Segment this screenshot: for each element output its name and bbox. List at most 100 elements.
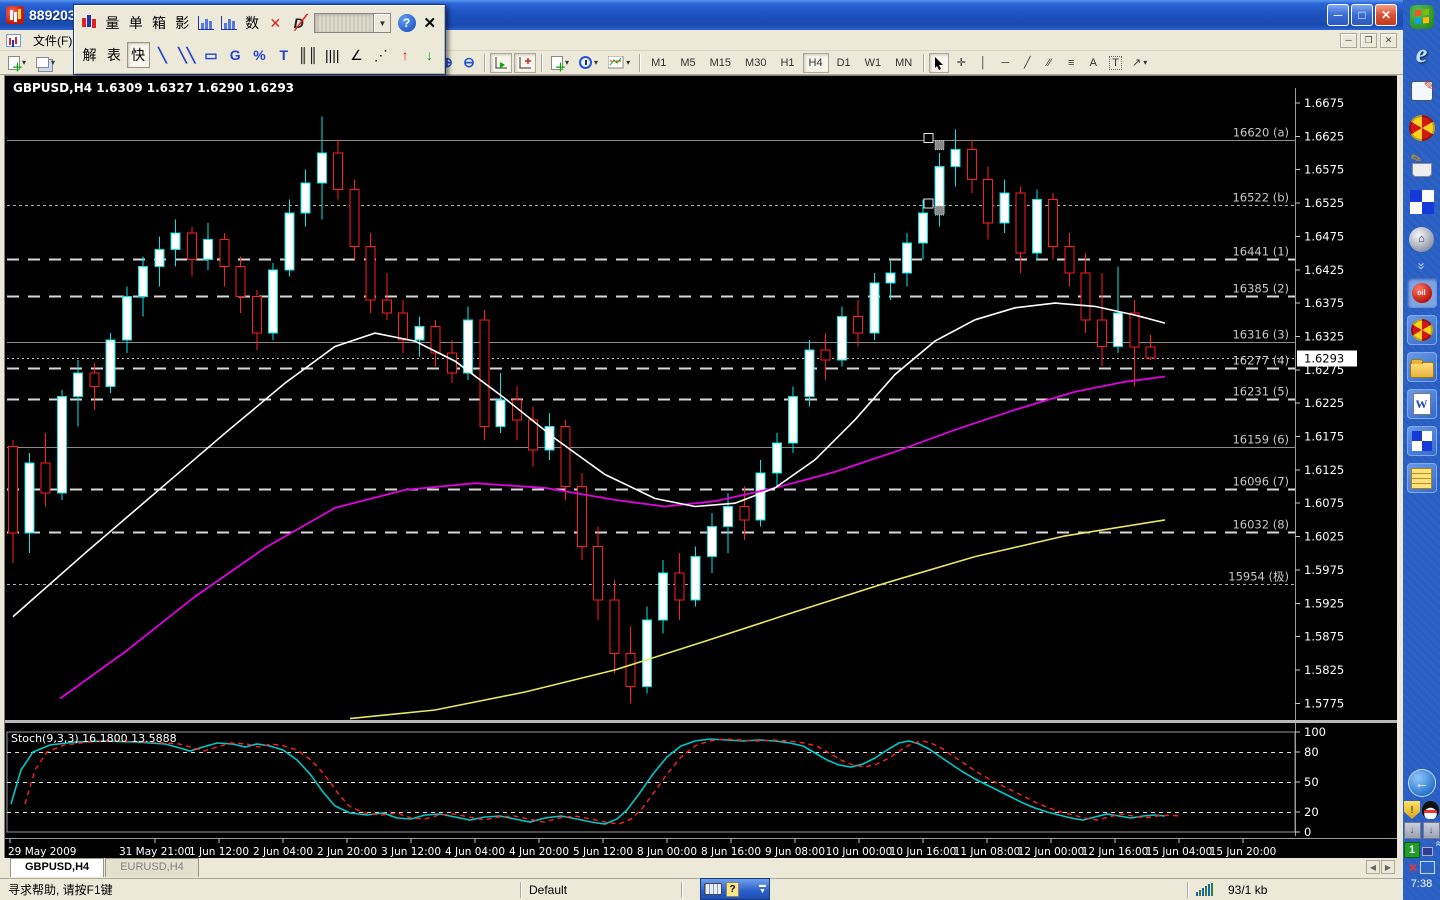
tf-w1-button[interactable]: W1 (864, 56, 882, 69)
window-tray-icon[interactable] (1420, 861, 1436, 874)
shadow-button[interactable]: 影 (175, 15, 190, 31)
angle-line-button[interactable]: ∠ (350, 46, 363, 63)
gann-lines-button[interactable]: G (229, 47, 241, 63)
label-tool-button[interactable]: T (1105, 53, 1126, 73)
maximize-button[interactable]: □ (1351, 4, 1373, 26)
mdi-restore-button[interactable]: ❐ (1360, 32, 1377, 48)
chart-canvas[interactable]: 16620 (a) 16522 (b) 16441 (1) 16385 (2) 1631… (5, 76, 1398, 859)
langbar-options-icon[interactable]: ▼ (759, 888, 766, 895)
tf-mn-button[interactable]: MN (895, 56, 913, 69)
templates-button[interactable]: ▾ (604, 53, 634, 73)
trendline-draw-button[interactable]: ╲ (158, 46, 167, 63)
pinwheel-app2-icon[interactable] (1406, 315, 1437, 345)
vertical-grid2-button[interactable]: |||| (325, 47, 340, 63)
delete-indicator-button[interactable]: D (288, 10, 310, 36)
alerts-clock-button[interactable]: ▾ (575, 53, 602, 73)
vertical-grid-button[interactable]: ║║ (298, 47, 318, 63)
new-chart-button[interactable]: ＋ ▾ (4, 53, 30, 73)
download2-icon[interactable]: ↓ (1422, 822, 1440, 839)
text-tool-button[interactable]: A (1089, 56, 1097, 69)
pinwheel-app-icon[interactable] (1407, 113, 1437, 143)
tf-d1-button[interactable]: D1 (836, 56, 851, 69)
level-lines[interactable]: 16620 (a) 16522 (b) 16441 (1) 16385 (2) 1631… (7, 126, 1295, 585)
tf-h4-button[interactable]: H4 (802, 52, 829, 73)
close-button[interactable]: ✕ (1375, 4, 1397, 26)
delete-lines-button[interactable]: ✕ (269, 14, 282, 31)
quick-button[interactable]: 快 (126, 42, 150, 68)
box-button[interactable]: 箱 (151, 15, 166, 31)
tf-h1-button[interactable]: H1 (780, 56, 795, 69)
symbol-combobox[interactable]: ▼ (313, 13, 392, 33)
more-icons-chevron-icon[interactable]: » (1414, 262, 1430, 270)
numbers-button[interactable]: 数 (245, 15, 260, 31)
input-method-icon[interactable]: 1 (1404, 842, 1420, 858)
fan-lines-button[interactable]: ⋰ (373, 46, 388, 63)
price-axis[interactable]: 1.6675 1.6625 1.6575 1.6525 1.6475 1.6425 1.63… (1295, 88, 1357, 836)
menu-file[interactable]: 文件(F) (33, 33, 73, 48)
histogram2-button[interactable] (218, 10, 240, 36)
profiles-button[interactable]: ▾ (32, 53, 59, 73)
candles[interactable] (8, 116, 1156, 704)
tab-gbpusd-h4[interactable]: GBPUSD,H4 (10, 858, 105, 877)
langbar-minimize-icon[interactable]: ▬ (759, 882, 766, 889)
combobox-dropdown-icon[interactable]: ▼ (373, 14, 391, 32)
language-help-icon[interactable]: ? (726, 881, 739, 897)
back-arrow-icon[interactable]: ← (1407, 768, 1437, 798)
messenger-app-icon[interactable] (1407, 76, 1437, 106)
percent-lines-button[interactable]: % (253, 47, 266, 63)
checker-app-icon[interactable] (1407, 187, 1437, 217)
tf-m5-button[interactable]: M5 (680, 56, 696, 69)
chart-shift-button[interactable] (514, 52, 537, 73)
palette-close-button[interactable]: ✕ (419, 10, 441, 36)
analyze-button[interactable]: 解 (82, 47, 97, 63)
arrow-down-button[interactable]: ↓ (425, 47, 433, 63)
histogram-button[interactable] (194, 10, 216, 36)
fibonacci-tool-button[interactable]: ≡ (1068, 56, 1075, 69)
crosshair-tool-button[interactable]: ✛ (956, 57, 966, 69)
minimize-button[interactable]: ─ (1327, 4, 1349, 26)
time-lines-button[interactable]: T (279, 47, 289, 63)
candle-mode-button[interactable] (78, 10, 100, 36)
download-icon[interactable]: ↓ (1403, 822, 1421, 839)
tf-m30-button[interactable]: M30 (745, 56, 767, 69)
oil-app-icon[interactable]: oil (1406, 278, 1437, 308)
cursor-tool-button[interactable] (929, 52, 950, 73)
selection-handles[interactable] (923, 133, 945, 216)
palette-help-button[interactable]: ? (395, 10, 417, 36)
hline-tool-button[interactable]: ─ (1001, 56, 1010, 69)
word-document-icon[interactable]: W (1406, 389, 1437, 419)
security-shield-icon[interactable]: ! (1404, 801, 1420, 819)
tf-m15-button[interactable]: M15 (709, 56, 732, 69)
folder-icon[interactable] (1406, 352, 1437, 382)
volume-button[interactable]: 量 (105, 15, 120, 31)
notes-icon[interactable] (1406, 463, 1437, 493)
bank-globe-icon[interactable]: ⌂ (1407, 224, 1437, 254)
tf-m1-button[interactable]: M1 (651, 56, 667, 69)
table-button[interactable]: 表 (106, 47, 121, 63)
zoom-out-button[interactable]: ⊖ (463, 54, 475, 70)
keyboard-icon[interactable] (704, 883, 722, 895)
new-order-button[interactable]: ＋ ▾ (547, 53, 573, 73)
checker-app2-icon[interactable] (1406, 426, 1437, 456)
channel-tool-button[interactable]: ⁄⁄ (1047, 56, 1052, 69)
floating-toolbar-palette[interactable]: 量 单 箱 影 数 ✕ D ▼ ? ✕ 解 表 快 ╲ ╲╲ ▭ G % T ║… (73, 4, 446, 75)
network-status-icon[interactable] (1422, 842, 1439, 856)
parallel-lines-button[interactable]: ╲╲ (178, 46, 196, 63)
rectangle-draw-button[interactable]: ▭ (204, 46, 218, 63)
auto-scroll-button[interactable] (490, 52, 513, 73)
mdi-minimize-button[interactable]: ─ (1340, 32, 1357, 48)
mdi-close-button[interactable]: ✕ (1380, 32, 1397, 48)
arrows-tool-button[interactable]: ↗ ▾ (1131, 57, 1148, 69)
windows-start-icon[interactable] (1407, 2, 1437, 32)
trendline-tool-button[interactable]: ╱ (1023, 57, 1031, 69)
time-axis[interactable]: 29 May 2009 31 May 21:001 Jun 12:00 2 Jun … (5, 838, 1398, 859)
drawing-tools-icon[interactable] (1407, 150, 1437, 180)
tab-scroll-left-icon[interactable]: ◀ (1366, 860, 1380, 874)
qq-penguin-icon[interactable] (1422, 801, 1439, 819)
arrow-up-button[interactable]: ↑ (401, 47, 409, 63)
vline-tool-button[interactable]: │ (979, 56, 987, 69)
tab-eurusd-h4[interactable]: EURUSD,H4 (105, 858, 199, 877)
internet-explorer-icon[interactable]: e (1415, 39, 1428, 68)
language-bar[interactable]: ? ▬ ▼ (700, 878, 770, 900)
order-button[interactable]: 单 (128, 15, 143, 31)
